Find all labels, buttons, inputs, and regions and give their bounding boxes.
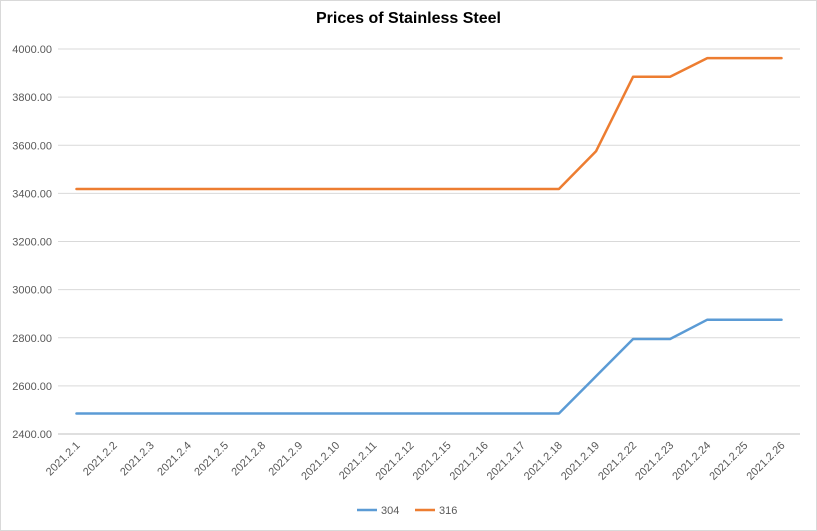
x-tick-label: 2021.2.19 xyxy=(559,440,602,483)
y-axis-ticks: 2400.00 2600.00 2800.00 3000.00 3200.00 3400.… xyxy=(12,44,52,441)
x-tick-label: 2021.2.24 xyxy=(670,440,713,483)
x-tick-label: 2021.2.10 xyxy=(299,440,342,483)
y-tick-label: 2400.00 xyxy=(12,429,52,441)
series-line-316 xyxy=(75,56,783,191)
x-tick-label: 2021.2.5 xyxy=(192,440,231,479)
x-axis-ticks: 2021.2.12021.2.22021.2.32021.2.42021.2.5… xyxy=(44,440,788,483)
y-tick-label: 4000.00 xyxy=(12,44,52,56)
y-tick-label: 3200.00 xyxy=(12,237,52,249)
x-tick-label: 2021.2.12 xyxy=(373,440,416,483)
x-tick-label: 2021.2.2 xyxy=(81,440,120,479)
chart-title: Prices of Stainless Steel xyxy=(316,10,501,27)
x-tick-label: 2021.2.4 xyxy=(155,440,194,479)
y-tick-label: 2600.00 xyxy=(12,381,52,393)
x-tick-label: 2021.2.16 xyxy=(448,440,491,483)
legend: 304 316 xyxy=(357,505,457,517)
x-tick-label: 2021.2.1 xyxy=(44,440,83,479)
x-tick-label: 2021.2.18 xyxy=(522,440,565,483)
gridlines xyxy=(58,48,800,435)
x-tick-label: 2021.2.17 xyxy=(485,440,528,483)
x-tick-label: 2021.2.23 xyxy=(633,440,676,483)
y-tick-label: 3000.00 xyxy=(12,285,52,297)
y-tick-label: 2800.00 xyxy=(12,333,52,345)
legend-label-304: 304 xyxy=(381,505,399,517)
y-tick-label: 3400.00 xyxy=(12,188,52,200)
series-line-304 xyxy=(75,318,783,415)
x-tick-label: 2021.2.11 xyxy=(337,440,380,483)
series-lines xyxy=(75,56,783,415)
x-tick-label: 2021.2.22 xyxy=(596,440,639,483)
x-tick-label: 2021.2.9 xyxy=(267,440,306,479)
x-tick-label: 2021.2.8 xyxy=(229,440,268,479)
legend-label-316: 316 xyxy=(439,505,457,517)
x-tick-label: 2021.2.25 xyxy=(707,440,750,483)
y-tick-label: 3600.00 xyxy=(12,140,52,152)
x-tick-label: 2021.2.26 xyxy=(744,440,787,483)
x-tick-label: 2021.2.15 xyxy=(411,440,454,483)
x-tick-label: 2021.2.3 xyxy=(118,440,157,479)
y-tick-label: 3800.00 xyxy=(12,92,52,104)
